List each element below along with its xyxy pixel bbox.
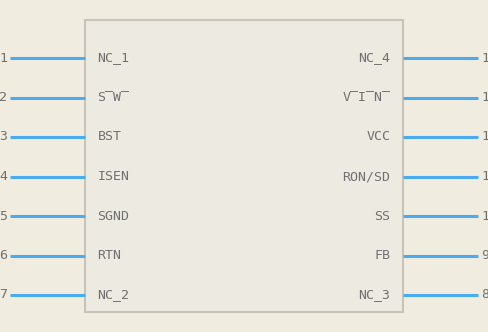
Text: RTN: RTN — [98, 249, 122, 262]
Text: 13: 13 — [481, 91, 488, 104]
Text: VCC: VCC — [366, 130, 390, 143]
Text: FB: FB — [375, 249, 390, 262]
Text: 10: 10 — [481, 209, 488, 222]
Text: 2: 2 — [0, 91, 7, 104]
Text: 7: 7 — [0, 289, 7, 301]
Text: V̅I̅N̅: V̅I̅N̅ — [343, 91, 390, 104]
Text: SS: SS — [375, 209, 390, 222]
Text: 9: 9 — [481, 249, 488, 262]
Text: 4: 4 — [0, 170, 7, 183]
Text: BST: BST — [98, 130, 122, 143]
Text: 8: 8 — [481, 289, 488, 301]
Text: 3: 3 — [0, 130, 7, 143]
Text: 6: 6 — [0, 249, 7, 262]
Text: NC_2: NC_2 — [98, 289, 129, 301]
Text: NC_1: NC_1 — [98, 51, 129, 64]
Bar — [85, 20, 403, 312]
Text: ISEN: ISEN — [98, 170, 129, 183]
Text: 11: 11 — [481, 170, 488, 183]
Text: 12: 12 — [481, 130, 488, 143]
Text: S̅W̅: S̅W̅ — [98, 91, 129, 104]
Text: 1: 1 — [0, 51, 7, 64]
Text: RON/SD: RON/SD — [343, 170, 390, 183]
Text: 14: 14 — [481, 51, 488, 64]
Text: 5: 5 — [0, 209, 7, 222]
Text: NC_3: NC_3 — [359, 289, 390, 301]
Text: NC_4: NC_4 — [359, 51, 390, 64]
Text: SGND: SGND — [98, 209, 129, 222]
